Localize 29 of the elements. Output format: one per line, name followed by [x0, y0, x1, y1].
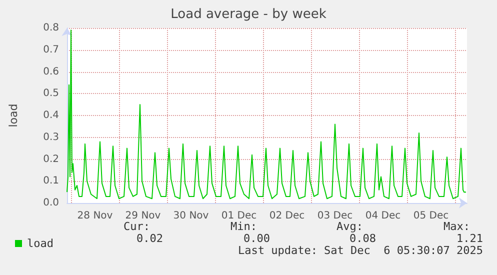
y-tick-label: 0.3 — [43, 132, 59, 143]
x-tick-label: 05 Dec — [413, 210, 449, 222]
text: Max: — [444, 220, 470, 233]
y-tick-label: 0.2 — [43, 154, 59, 165]
y-tick-label: 0.6 — [43, 66, 59, 78]
text: 0.00 — [244, 232, 270, 245]
x-tick-label: 28 Nov — [77, 210, 113, 222]
text: 0.08 — [350, 232, 376, 245]
x-tick-label: 29 Nov — [125, 210, 161, 222]
legend-label: load — [27, 237, 54, 250]
text: 1.21 — [456, 232, 484, 245]
chart-title: Load average - by week — [170, 7, 327, 22]
x-tick-label: 30 Nov — [173, 210, 209, 222]
y-tick-label: 0.8 — [43, 22, 59, 34]
x-tick-label: 02 Dec — [269, 210, 305, 222]
y-tick-label: 0.5 — [43, 88, 59, 100]
text: Avg: — [336, 220, 364, 233]
x-tick-label: 01 Dec — [221, 210, 257, 222]
y-axis-title: load — [7, 104, 20, 128]
y-tick-label: 0.0 — [43, 198, 59, 208]
x-tick-label: 03 Dec — [317, 210, 353, 222]
y-tick-label: 0.7 — [43, 44, 59, 56]
y-tick-label: 0.1 — [43, 176, 59, 187]
x-tick-label: 04 Dec — [365, 210, 401, 222]
text: Cur: — [124, 220, 150, 233]
text: Min: — [230, 220, 258, 233]
y-tick-label: 0.4 — [43, 110, 59, 121]
text: 0.02 — [136, 232, 164, 245]
text: Last update: Sat Dec 6 05:30:07 2025 — [238, 244, 484, 257]
